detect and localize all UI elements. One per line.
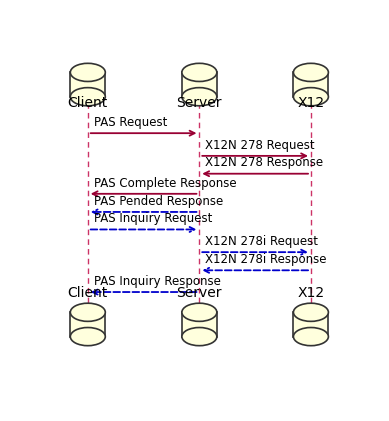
Ellipse shape <box>293 63 328 82</box>
Text: PAS Request: PAS Request <box>94 116 167 129</box>
Bar <box>182 312 217 337</box>
Text: X12: X12 <box>297 286 324 300</box>
Text: X12N 278 Response: X12N 278 Response <box>205 157 324 170</box>
Text: Client: Client <box>68 96 108 110</box>
Ellipse shape <box>70 303 105 321</box>
Bar <box>293 72 328 97</box>
Ellipse shape <box>293 303 328 321</box>
Ellipse shape <box>293 328 328 346</box>
Text: Client: Client <box>68 286 108 300</box>
Text: X12N 278 Request: X12N 278 Request <box>205 139 315 152</box>
Bar <box>70 312 105 337</box>
Ellipse shape <box>182 88 217 106</box>
Text: X12N 278i Request: X12N 278i Request <box>205 235 318 248</box>
Ellipse shape <box>70 328 105 346</box>
Text: PAS Inquiry Response: PAS Inquiry Response <box>94 275 221 288</box>
Text: PAS Pended Response: PAS Pended Response <box>94 195 223 208</box>
Text: Server: Server <box>177 286 222 300</box>
Bar <box>182 72 217 97</box>
Bar <box>293 312 328 337</box>
Text: PAS Complete Response: PAS Complete Response <box>94 176 237 189</box>
Text: PAS Inquiry Request: PAS Inquiry Request <box>94 212 212 225</box>
Text: X12: X12 <box>297 96 324 110</box>
Ellipse shape <box>182 303 217 321</box>
Bar <box>70 72 105 97</box>
Ellipse shape <box>182 63 217 82</box>
Ellipse shape <box>293 88 328 106</box>
Ellipse shape <box>182 328 217 346</box>
Ellipse shape <box>70 63 105 82</box>
Ellipse shape <box>70 88 105 106</box>
Text: Server: Server <box>177 96 222 110</box>
Text: X12N 278i Response: X12N 278i Response <box>205 253 327 266</box>
